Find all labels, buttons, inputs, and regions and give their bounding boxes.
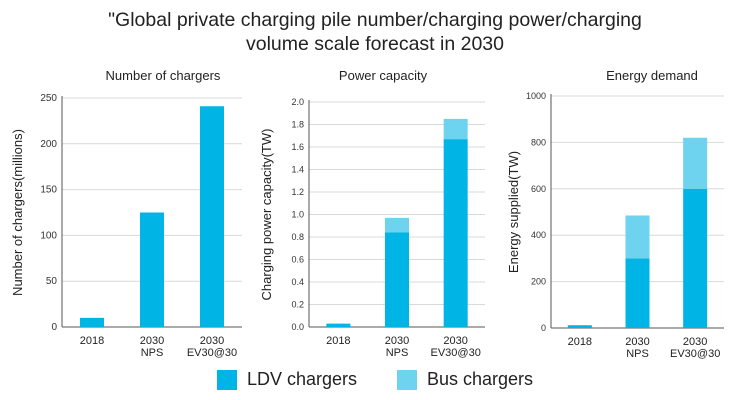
y-tick-label-2-1: 0.2 <box>291 300 304 310</box>
x-tick-label-2-3-2: EV30@30 <box>431 347 481 359</box>
y-axis-label-2: Charging power capacity(TW) <box>259 129 274 301</box>
y-tick-label-2-4: 0.8 <box>291 232 304 242</box>
x-tick-label-1-2-2: NPS <box>141 347 164 359</box>
subplot-title-2: Power capacity <box>339 68 428 83</box>
y-tick-label-2-8: 1.6 <box>291 142 304 152</box>
legend-item-bus: Bus chargers <box>397 369 533 390</box>
x-tick-label-3-3-1: 2030 <box>683 336 707 348</box>
bar-1-1-ldv <box>80 317 104 327</box>
x-tick-label-3-2-2: NPS <box>626 348 649 360</box>
y-tick-label-1-5: 250 <box>40 93 57 104</box>
bar-3-2-bus <box>625 215 650 259</box>
x-tick-label-3-3-2: EV30@30 <box>670 348 720 360</box>
y-tick-label-3-4: 800 <box>531 137 546 147</box>
y-tick-label-2-3: 0.6 <box>291 255 304 265</box>
y-tick-label-1-2: 100 <box>40 230 57 241</box>
y-tick-label-1-3: 150 <box>40 185 57 196</box>
legend-item-ldv: LDV chargers <box>216 369 357 390</box>
x-tick-label-3-2-1: 2030 <box>625 336 649 348</box>
y-axis-label-1: Number of chargers(millions) <box>10 129 25 296</box>
y-tick-label-2-5: 1.0 <box>291 210 304 220</box>
y-tick-label-2-2: 0.4 <box>291 277 304 287</box>
bar-2-3-ldv <box>443 139 468 327</box>
bar-1-2-ldv <box>140 212 164 327</box>
bar-1-3-ldv <box>200 106 224 327</box>
y-tick-label-2-7: 1.4 <box>291 165 304 175</box>
x-tick-label-1-3-2: EV30@30 <box>187 347 237 359</box>
bar-2-3-bus <box>443 118 468 140</box>
bar-3-3-bus <box>683 137 708 189</box>
y-tick-label-2-9: 1.8 <box>291 120 304 130</box>
subplot-title-1: Number of chargers <box>106 68 221 83</box>
chart-title-line-1: "Global private charging pile number/cha… <box>108 9 642 31</box>
legend-label-ldv: LDV chargers <box>246 369 357 389</box>
legend-label-bus: Bus chargers <box>427 369 534 389</box>
x-tick-label-2-3-1: 2030 <box>443 335 467 347</box>
y-tick-label-2-6: 1.2 <box>291 187 304 197</box>
x-tick-label-2-1-1: 2018 <box>326 335 350 347</box>
bar-3-2-ldv <box>625 258 650 328</box>
bar-2-2-ldv <box>385 232 409 327</box>
x-tick-label-1-2-1: 2030 <box>140 335 164 347</box>
subplot-title-3: Energy demand <box>606 68 698 83</box>
chart-title: "Global private charging pile number/cha… <box>0 8 750 56</box>
y-tick-label-3-0: 0 <box>541 323 546 333</box>
bar-3-1-ldv <box>567 325 592 328</box>
y-tick-label-3-2: 400 <box>531 230 546 240</box>
x-tick-label-2-2-2: NPS <box>386 347 409 359</box>
y-axis-label-3: Energy supplied(TW) <box>506 151 521 273</box>
y-tick-label-1-0: 0 <box>51 322 57 333</box>
bar-2-2-bus <box>385 217 409 233</box>
x-tick-label-2-2-1: 2030 <box>385 335 409 347</box>
y-tick-label-2-10: 2.0 <box>291 97 304 107</box>
y-tick-label-3-5: 1000 <box>526 91 546 101</box>
y-tick-label-1-4: 200 <box>40 139 57 150</box>
y-tick-label-3-1: 200 <box>531 277 546 287</box>
legend-swatch-bus <box>397 369 417 390</box>
x-tick-label-1-1-1: 2018 <box>80 335 104 347</box>
y-tick-label-1-1: 50 <box>46 276 58 287</box>
x-tick-label-3-1-1: 2018 <box>568 336 592 348</box>
chart-title-line-2: volume scale forecast in 2030 <box>246 33 504 55</box>
y-tick-label-2-0: 0.0 <box>291 322 304 332</box>
x-tick-label-1-3-1: 2030 <box>200 335 224 347</box>
bar-2-1-ldv <box>326 323 351 327</box>
legend: LDV chargers Bus chargers <box>0 369 750 390</box>
y-tick-label-3-3: 600 <box>531 184 546 194</box>
bar-3-3-ldv <box>683 188 708 328</box>
legend-swatch-ldv <box>216 369 237 390</box>
